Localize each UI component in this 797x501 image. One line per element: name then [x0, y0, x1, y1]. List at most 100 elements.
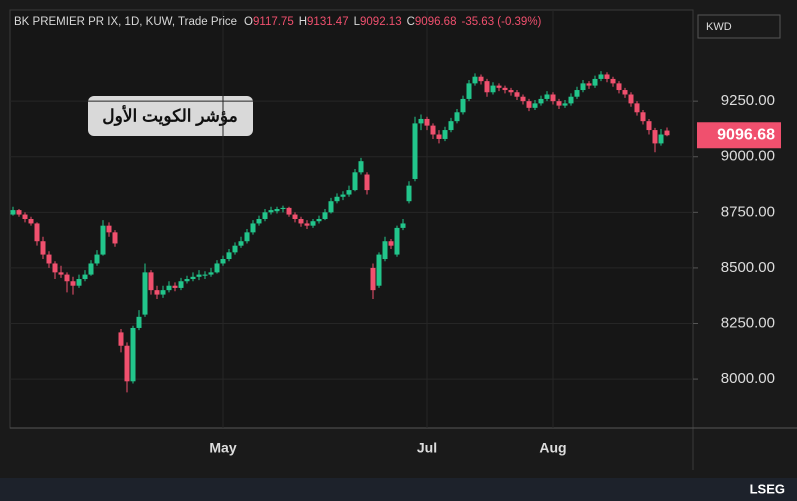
candle-body [574, 90, 580, 97]
candle-body [484, 81, 490, 93]
candle-body [472, 76, 478, 84]
candle-body [454, 112, 460, 122]
candle-body [136, 316, 142, 328]
candle-body [382, 241, 388, 260]
candle-body [214, 263, 220, 273]
candle-body [304, 223, 310, 226]
candle-body [178, 281, 184, 288]
candle-body [202, 274, 208, 276]
candle-body [226, 252, 232, 260]
candle-body [322, 212, 328, 219]
candle-body [616, 83, 622, 91]
y-tick-label: 8000.00 [721, 370, 775, 387]
candle-body [478, 76, 484, 82]
candle-body [346, 190, 352, 195]
candle-body [412, 123, 418, 179]
change: -35.63 (-0.39%) [461, 16, 542, 28]
candle-body [34, 223, 40, 242]
candle-body [586, 83, 592, 86]
candle-body [286, 207, 292, 215]
candle-body [148, 272, 154, 291]
candle-body [430, 125, 436, 135]
open-value: 9117.75 [253, 16, 294, 28]
candle-body [514, 92, 520, 97]
currency-box [697, 14, 781, 39]
candle-body [466, 83, 472, 99]
candle-body [166, 285, 172, 291]
candle-body [388, 241, 394, 246]
last-price-label: 9096.68 [717, 126, 775, 143]
candle-body [394, 227, 400, 255]
candle-body [400, 223, 406, 228]
candle-body [262, 212, 268, 219]
y-tick-label: 8250.00 [721, 314, 775, 331]
candle-body [250, 223, 256, 233]
candle-body [538, 98, 544, 104]
close-value: 9096.68 [414, 16, 457, 28]
header: BK PREMIER PR IX, 1D, KUW, Trade Price O9… [14, 16, 546, 28]
candle-body [100, 225, 106, 255]
y-tick-label: 8750.00 [721, 203, 775, 220]
currency: KWD [706, 21, 732, 33]
x-tick-label: Jul [417, 440, 437, 456]
candle-body [406, 185, 412, 202]
candle-body [88, 263, 94, 275]
candle-body [502, 87, 508, 91]
candle-body [556, 101, 562, 106]
candles [10, 10, 693, 428]
x-tick-label: Aug [539, 440, 566, 456]
candle-body [196, 274, 202, 277]
candle-body [436, 134, 442, 139]
candle-body [370, 267, 376, 291]
footer-bar [0, 478, 797, 501]
candle-body [634, 103, 640, 113]
candle-body [508, 90, 514, 93]
annotation: مؤشر الكويت الأول [102, 104, 237, 126]
candle-body [28, 219, 34, 224]
candle-body [172, 285, 178, 288]
candle-body [316, 219, 322, 222]
candle-body [58, 272, 64, 275]
candle-body [424, 118, 430, 126]
candle-body [112, 232, 118, 244]
candle-body [334, 196, 340, 202]
candle-body [664, 130, 670, 136]
candle-body [610, 78, 616, 84]
low-value: 9092.13 [360, 16, 402, 28]
candle-body [124, 345, 130, 382]
candle-body [310, 221, 316, 226]
candle-body [130, 327, 136, 382]
y-tick-label: 8500.00 [721, 259, 775, 276]
candle-body [238, 241, 244, 246]
candle-body [52, 263, 58, 273]
candle-body [298, 219, 304, 224]
candle-body [46, 254, 52, 264]
candle-body [364, 174, 370, 191]
candle-body [10, 210, 16, 215]
x-tick-label: May [209, 440, 236, 456]
high-value: 9131.47 [307, 16, 349, 28]
candle-body [16, 210, 22, 215]
y-tick-label: 9000.00 [721, 148, 775, 165]
candle-body [64, 274, 70, 282]
plot-area [9, 9, 694, 429]
candle-body [646, 121, 652, 131]
candle-body [118, 332, 124, 346]
high-label: H [298, 16, 308, 28]
candle-body [652, 130, 658, 144]
candle-body [496, 85, 502, 88]
candle-body [40, 241, 46, 255]
close-label: C [406, 16, 415, 28]
low-label: L [353, 16, 361, 28]
y-tick-label: 9250.00 [721, 92, 775, 109]
candle-body [448, 121, 454, 131]
candle-body [526, 101, 532, 108]
candle-body [580, 83, 586, 91]
candle-body [208, 272, 214, 275]
candle-body [628, 94, 634, 104]
candle-body [568, 96, 574, 104]
candle-body [220, 259, 226, 264]
candle-body [460, 98, 466, 113]
